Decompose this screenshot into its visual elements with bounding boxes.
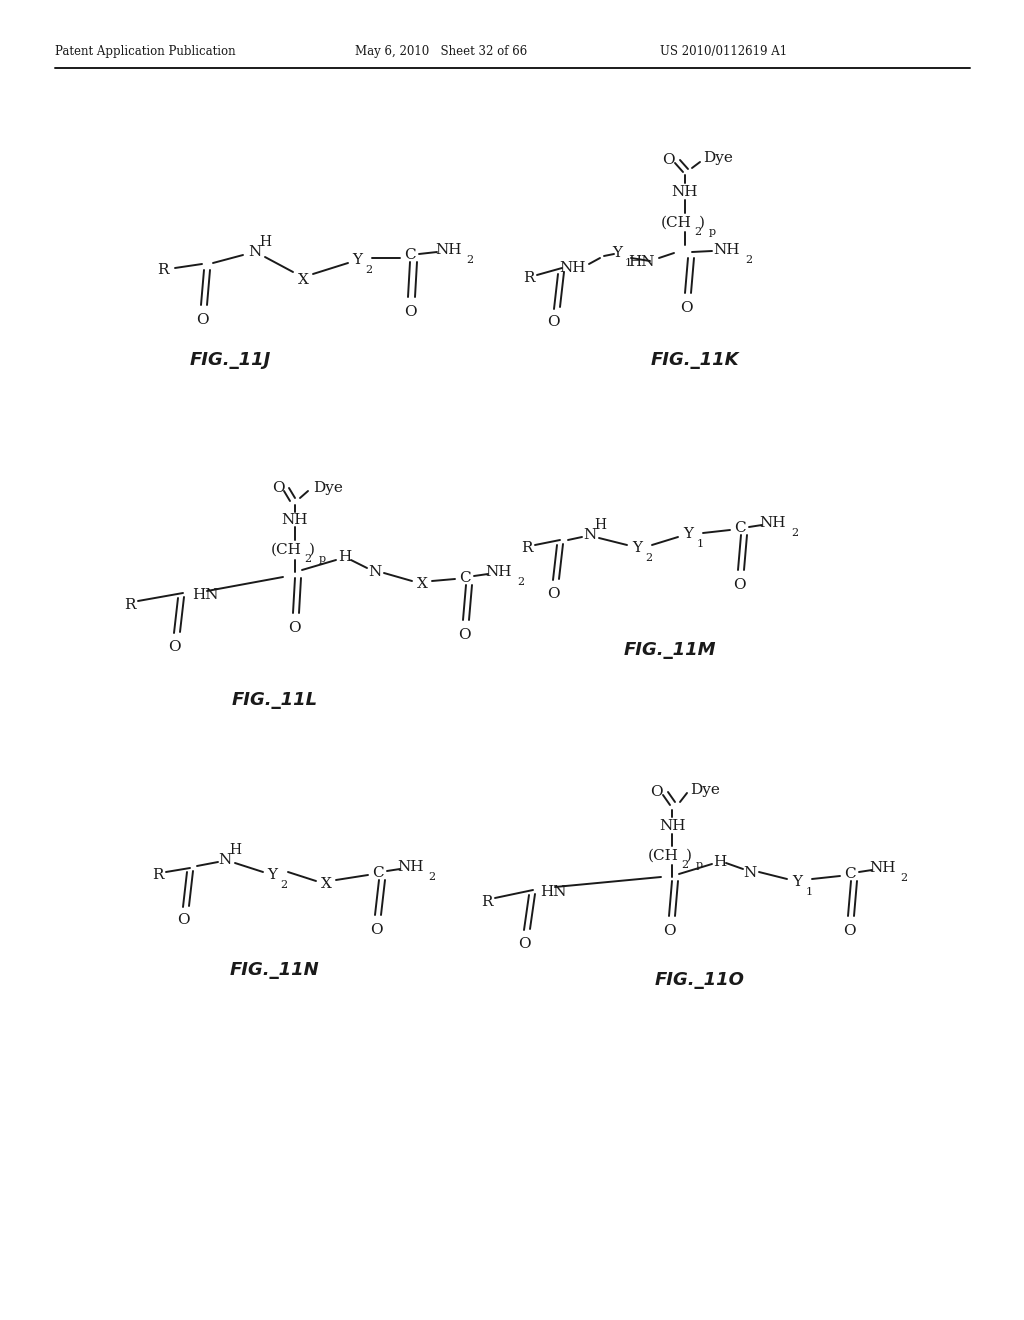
Text: O: O <box>403 305 417 319</box>
Text: FIG._11L: FIG._11L <box>232 690 318 709</box>
Text: O: O <box>843 924 855 939</box>
Text: C: C <box>459 572 471 585</box>
Text: 2: 2 <box>745 255 753 265</box>
Text: R: R <box>153 869 164 882</box>
Text: 2: 2 <box>900 873 907 883</box>
Text: O: O <box>518 937 530 950</box>
Text: C: C <box>734 521 745 535</box>
Text: O: O <box>663 924 675 939</box>
Text: Dye: Dye <box>690 783 720 797</box>
Text: 2: 2 <box>304 554 311 564</box>
Text: NH: NH <box>868 861 895 875</box>
Text: N: N <box>249 246 261 259</box>
Text: N: N <box>584 528 597 543</box>
Text: US 2010/0112619 A1: US 2010/0112619 A1 <box>660 45 787 58</box>
Text: 1: 1 <box>625 257 632 268</box>
Text: p: p <box>709 227 716 238</box>
Text: O: O <box>458 628 470 642</box>
Text: NH: NH <box>760 516 786 531</box>
Text: H: H <box>229 843 241 857</box>
Text: N: N <box>218 853 231 867</box>
Text: NH: NH <box>282 513 308 527</box>
Text: 2: 2 <box>645 553 652 564</box>
Text: FIG._11K: FIG._11K <box>650 351 739 370</box>
Text: O: O <box>168 640 180 653</box>
Text: N: N <box>743 866 757 880</box>
Text: Y: Y <box>267 869 278 882</box>
Text: O: O <box>662 153 675 168</box>
Text: O: O <box>177 913 189 927</box>
Text: NH: NH <box>396 861 423 874</box>
Text: X: X <box>298 273 308 286</box>
Text: ): ) <box>699 216 705 230</box>
Text: R: R <box>521 541 532 554</box>
Text: 2: 2 <box>792 528 799 539</box>
Text: 1: 1 <box>806 887 813 898</box>
Text: ): ) <box>309 543 315 557</box>
Text: O: O <box>288 620 300 635</box>
Text: Dye: Dye <box>703 150 733 165</box>
Text: HN: HN <box>540 884 566 899</box>
Text: FIG._11J: FIG._11J <box>189 351 270 370</box>
Text: NH: NH <box>672 185 698 199</box>
Text: O: O <box>196 313 208 327</box>
Text: Patent Application Publication: Patent Application Publication <box>55 45 236 58</box>
Text: H: H <box>714 855 727 869</box>
Text: 2: 2 <box>681 861 688 870</box>
Text: R: R <box>481 895 493 909</box>
Text: O: O <box>649 785 663 799</box>
Text: Y: Y <box>683 527 693 541</box>
Text: R: R <box>158 263 169 277</box>
Text: O: O <box>547 587 559 601</box>
Text: H: H <box>594 517 606 532</box>
Text: Dye: Dye <box>313 480 343 495</box>
Text: X: X <box>321 876 332 891</box>
Text: Y: Y <box>792 875 802 888</box>
Text: (CH: (CH <box>660 216 691 230</box>
Text: Y: Y <box>352 253 362 267</box>
Text: 2: 2 <box>281 880 288 890</box>
Text: 2: 2 <box>366 265 373 275</box>
Text: 2: 2 <box>467 255 473 265</box>
Text: 1: 1 <box>696 539 703 549</box>
Text: O: O <box>680 301 692 315</box>
Text: O: O <box>547 315 559 329</box>
Text: FIG._11N: FIG._11N <box>230 961 319 979</box>
Text: NH: NH <box>658 818 685 833</box>
Text: H: H <box>259 235 271 249</box>
Text: p: p <box>695 861 702 870</box>
Text: HN: HN <box>193 587 218 602</box>
Text: O: O <box>733 578 745 591</box>
Text: ): ) <box>686 849 692 863</box>
Text: FIG._11O: FIG._11O <box>655 972 744 989</box>
Text: C: C <box>372 866 384 880</box>
Text: NH: NH <box>714 243 740 257</box>
Text: C: C <box>844 867 856 880</box>
Text: X: X <box>417 577 427 591</box>
Text: FIG._11M: FIG._11M <box>624 642 716 659</box>
Text: 2: 2 <box>694 227 701 238</box>
Text: May 6, 2010   Sheet 32 of 66: May 6, 2010 Sheet 32 of 66 <box>355 45 527 58</box>
Text: HN: HN <box>629 255 655 269</box>
Text: Y: Y <box>612 246 622 260</box>
Text: R: R <box>523 271 535 285</box>
Text: O: O <box>271 480 285 495</box>
Text: NH: NH <box>485 565 512 579</box>
Text: 2: 2 <box>517 577 524 587</box>
Text: (CH: (CH <box>647 849 679 863</box>
Text: Y: Y <box>632 541 642 554</box>
Text: C: C <box>404 248 416 261</box>
Text: (CH: (CH <box>270 543 301 557</box>
Text: O: O <box>370 923 382 937</box>
Text: NH: NH <box>435 243 461 257</box>
Text: R: R <box>124 598 136 612</box>
Text: H: H <box>338 550 351 564</box>
Text: 2: 2 <box>428 873 435 882</box>
Text: p: p <box>318 554 326 564</box>
Text: N: N <box>369 565 382 579</box>
Text: NH: NH <box>559 261 586 275</box>
